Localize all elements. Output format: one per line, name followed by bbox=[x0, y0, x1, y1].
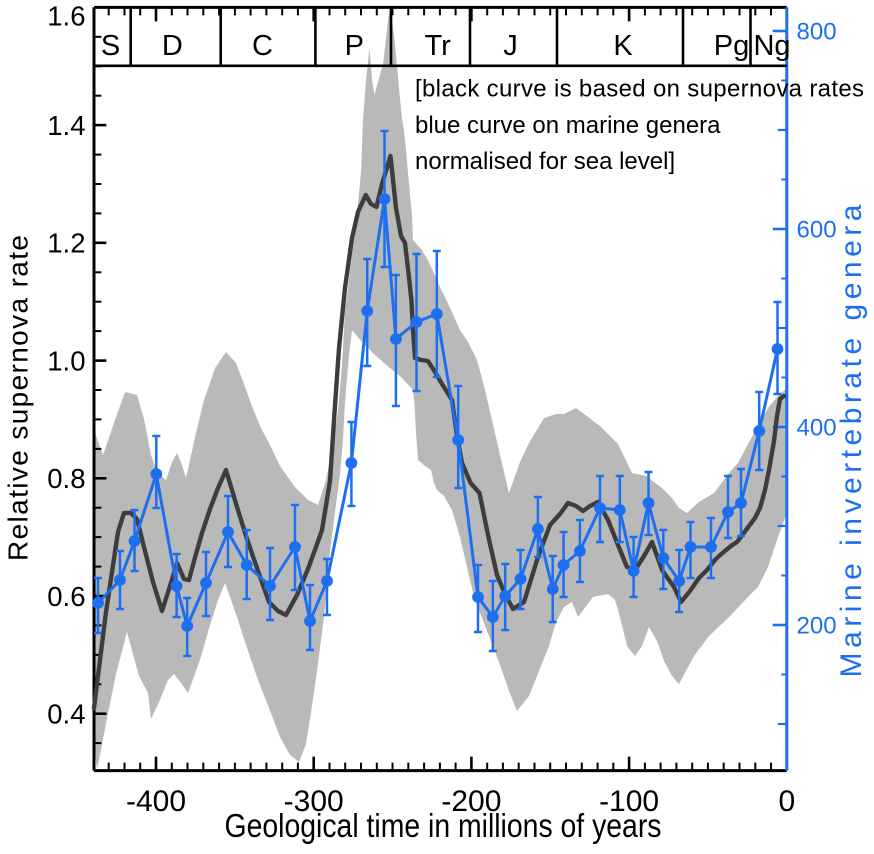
svg-text:1.4: 1.4 bbox=[47, 110, 85, 141]
svg-text:-200: -200 bbox=[441, 785, 501, 818]
svg-text:0.8: 0.8 bbox=[47, 463, 85, 494]
svg-text:Ng: Ng bbox=[753, 30, 790, 62]
svg-text:1.0: 1.0 bbox=[47, 346, 85, 377]
svg-text:0.4: 0.4 bbox=[47, 699, 85, 730]
svg-text:blue curve on marine genera: blue curve on marine genera bbox=[415, 112, 721, 139]
svg-text:normalised for sea level]: normalised for sea level] bbox=[415, 148, 675, 175]
svg-text:Marine invertebrate genera: Marine invertebrate genera bbox=[835, 204, 868, 677]
svg-text:S: S bbox=[101, 30, 120, 62]
svg-text:C: C bbox=[252, 30, 273, 62]
svg-text:600: 600 bbox=[797, 217, 837, 244]
svg-text:1.6: 1.6 bbox=[47, 0, 85, 31]
svg-text:0: 0 bbox=[778, 785, 795, 818]
svg-text:200: 200 bbox=[797, 613, 837, 640]
svg-text:800: 800 bbox=[797, 19, 837, 46]
svg-text:400: 400 bbox=[797, 415, 837, 442]
svg-text:J: J bbox=[503, 30, 518, 62]
svg-text:D: D bbox=[162, 30, 183, 62]
svg-text:[black curve is based on super: [black curve is based on supernova rates bbox=[415, 76, 864, 103]
svg-text:-300: -300 bbox=[284, 785, 344, 818]
svg-text:-100: -100 bbox=[599, 785, 659, 818]
svg-text:-400: -400 bbox=[126, 785, 186, 818]
svg-text:P: P bbox=[345, 30, 364, 62]
svg-text:Relative supernova rate: Relative supernova rate bbox=[3, 235, 34, 561]
svg-text:K: K bbox=[613, 30, 633, 62]
svg-text:1.2: 1.2 bbox=[47, 228, 85, 259]
svg-text:Pg: Pg bbox=[714, 30, 749, 62]
svg-text:0.6: 0.6 bbox=[47, 581, 85, 612]
svg-text:Tr: Tr bbox=[424, 30, 451, 62]
svg-text:Geological time in millions of: Geological time in millions of years bbox=[225, 807, 662, 844]
